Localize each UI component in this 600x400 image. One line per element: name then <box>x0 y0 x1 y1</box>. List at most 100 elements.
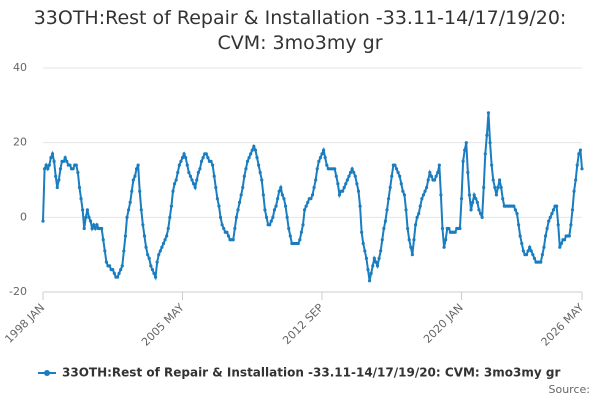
point <box>76 170 80 175</box>
point <box>54 174 58 178</box>
point <box>211 163 215 167</box>
point <box>412 238 416 242</box>
point <box>306 200 310 204</box>
point <box>464 141 468 145</box>
point <box>252 144 256 148</box>
point <box>204 152 208 156</box>
point <box>529 249 533 253</box>
point <box>242 174 246 178</box>
x-tick-label: 2020 JAN <box>421 301 466 346</box>
point <box>442 245 446 249</box>
point <box>128 200 132 204</box>
point <box>155 260 159 264</box>
point <box>85 208 89 212</box>
point <box>521 249 525 253</box>
point <box>87 215 91 219</box>
point <box>383 219 388 223</box>
point <box>142 234 147 238</box>
point <box>425 185 429 190</box>
point <box>374 260 378 264</box>
point <box>136 163 140 167</box>
point <box>515 212 519 216</box>
legend-label: 33OTH:Rest of Repair & Installation -33.… <box>62 366 560 380</box>
point <box>195 178 199 182</box>
point <box>79 197 83 201</box>
point <box>68 163 72 167</box>
point <box>169 204 174 208</box>
point <box>361 241 365 246</box>
point <box>569 223 573 227</box>
point <box>482 185 486 190</box>
point <box>247 156 251 160</box>
point <box>161 241 166 246</box>
point <box>429 174 433 178</box>
point <box>539 260 543 264</box>
point <box>375 264 380 268</box>
point <box>65 159 69 163</box>
legend-marker <box>44 370 50 376</box>
point <box>467 193 472 197</box>
source: Source: <box>549 383 591 396</box>
point <box>44 163 48 167</box>
point <box>182 152 186 156</box>
y-tick-label: -20 <box>9 285 27 298</box>
point <box>336 182 340 186</box>
point <box>377 256 381 260</box>
point <box>120 264 124 268</box>
point <box>475 200 479 204</box>
point <box>559 241 563 246</box>
point <box>298 238 302 242</box>
point <box>190 178 194 182</box>
point <box>125 215 129 219</box>
point <box>263 208 267 212</box>
point <box>271 215 275 219</box>
point <box>152 271 156 275</box>
x-tick-label: 2026 MAY <box>539 301 587 349</box>
point <box>350 167 354 171</box>
point <box>90 226 94 231</box>
point <box>146 253 150 257</box>
point <box>491 178 495 182</box>
point <box>518 234 522 238</box>
point <box>333 167 337 171</box>
point <box>379 249 383 253</box>
point <box>149 264 153 268</box>
point <box>469 208 473 212</box>
point <box>380 238 384 242</box>
point <box>556 223 560 227</box>
point <box>386 197 391 201</box>
point <box>157 253 161 257</box>
point <box>241 185 245 190</box>
point <box>119 268 123 272</box>
point <box>115 275 120 279</box>
point <box>493 185 497 190</box>
point <box>488 141 492 145</box>
point <box>268 223 272 227</box>
point <box>57 178 61 182</box>
point <box>471 200 475 204</box>
point <box>423 189 427 193</box>
point <box>520 241 524 246</box>
point <box>432 178 437 182</box>
point <box>551 208 556 212</box>
point <box>239 193 243 197</box>
point <box>257 163 261 167</box>
point <box>309 197 313 201</box>
point <box>474 197 478 201</box>
point <box>426 178 430 182</box>
point <box>104 260 109 264</box>
point <box>372 256 376 260</box>
point <box>531 253 535 257</box>
point <box>398 174 402 178</box>
point <box>222 226 226 231</box>
x-tick-label: 2012 SEP <box>280 301 326 347</box>
point <box>199 159 204 163</box>
point <box>52 159 56 163</box>
point <box>139 208 143 212</box>
point <box>542 245 546 249</box>
point <box>483 152 487 156</box>
point <box>367 279 372 283</box>
point <box>528 245 532 249</box>
point <box>277 189 281 193</box>
point <box>453 230 457 234</box>
